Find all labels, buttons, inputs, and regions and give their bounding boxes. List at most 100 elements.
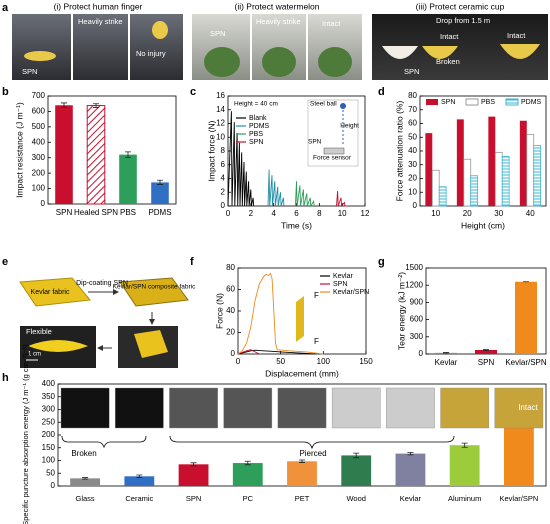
diagram-label: 1 cm [28,352,41,358]
annotation: Broken [71,449,96,458]
sample-photo [386,387,435,429]
line [267,169,285,207]
x-tick-label: 6 [294,209,299,218]
y-tick-label: 300 [32,153,46,162]
annotation: Height = 40 cm [234,101,278,108]
legend-label: SPN [249,139,263,146]
y-tick-label: 60 [408,119,417,128]
error-bar [443,352,449,354]
x-axis-label: Height (cm) [461,220,505,230]
panel-label: c [190,86,196,98]
x-axis-label: Time (s) [281,220,312,230]
caption: Heavily strike [78,17,123,26]
y-tick-label: 10 [408,187,417,196]
y-tick-label: 10 [216,132,225,141]
bar [488,116,496,206]
y-tick-label: 0 [51,481,56,490]
line [294,181,315,208]
diagram-e [19,277,189,368]
y-tick-label: 8 [221,146,226,155]
line [227,111,255,207]
line [237,349,260,355]
caption: SPN [404,67,419,76]
bar [470,175,479,207]
sample-photo [169,387,218,429]
bar [119,154,137,204]
y-tick-label: 250 [42,417,56,426]
y-axis-label: Impact force (N) [206,120,216,181]
y-tick-label: 600 [410,315,424,324]
x-tick-label: 40 [526,209,535,218]
schematic [307,99,359,167]
bar [178,464,209,486]
error-bar [125,151,131,158]
x-tick-label: 8 [317,209,322,218]
x-tick-label: Glass [76,494,95,503]
annotation: SPN [308,139,322,146]
x-axis-label: Displacement (mm) [265,368,339,378]
caption: SPN [210,29,225,38]
panel-label: e [2,256,8,268]
bar [425,133,433,206]
legend-label: PDMS [521,99,542,106]
annotation: Pierced [299,449,326,458]
x-tick-label: 100 [317,357,331,366]
y-tick-label: 20 [408,174,417,183]
x-tick-label: PDMS [148,208,171,217]
x-tick-label: SPN [478,358,495,367]
bar [395,453,426,486]
error-bar [461,442,468,448]
y-tick-label: 600 [32,107,46,116]
y-tick-label: 500 [32,122,46,131]
legend-label: SPN [333,281,347,288]
caption: Heavily strike [256,17,301,26]
error-bar [244,460,251,466]
legend-label: Blank [249,115,267,122]
legend-label: PBS [249,131,263,138]
y-tick-label: 0 [221,201,226,210]
caption: SPN [22,67,37,76]
panel-label: d [378,86,385,98]
x-tick-label: 30 [494,209,503,218]
x-tick-label: 20 [463,209,472,218]
x-tick-label: Kevlar [435,358,458,367]
y-tick-label: 900 [410,298,424,307]
x-tick-label: SPN [56,208,73,217]
x-tick-label: Wood [346,494,365,503]
error-bar [407,451,414,456]
x-tick-label: PBS [120,208,136,217]
line [336,190,348,208]
bar [55,105,73,204]
panel-label: a [2,2,9,14]
y-tick-label: 6 [221,160,226,169]
y-tick-label: 50 [46,468,55,477]
specimen [296,296,304,342]
panel-label: g [378,256,385,268]
x-tick-label: PET [295,494,310,503]
sensor [323,147,345,155]
y-tick-label: 40 [226,306,235,315]
legend-swatch [505,98,519,106]
bar [533,145,542,207]
y-tick-label: 0 [41,199,46,208]
x-tick-label: 12 [361,209,370,218]
annotation: Force sensor [313,155,352,162]
legend-swatch [426,99,438,105]
x-tick-label: 0 [236,357,241,366]
sample-photo [115,387,164,429]
x-tick-label: Ceramic [125,494,153,503]
caption: Intact [322,19,341,28]
sample-photo [223,387,273,429]
x-tick-label: PC [243,494,254,503]
y-axis-label: Impact resistance (J m⁻¹) [14,102,24,198]
photos-a [12,14,548,80]
error-bar [190,462,197,467]
bar [341,455,372,486]
sample-photo [494,387,544,429]
annotation: F [314,337,319,346]
y-tick-label: 100 [32,184,46,193]
bar [519,120,527,206]
sample-photo [440,387,489,429]
diagram-label: Kevlar/SPN composite fabric [113,284,196,291]
